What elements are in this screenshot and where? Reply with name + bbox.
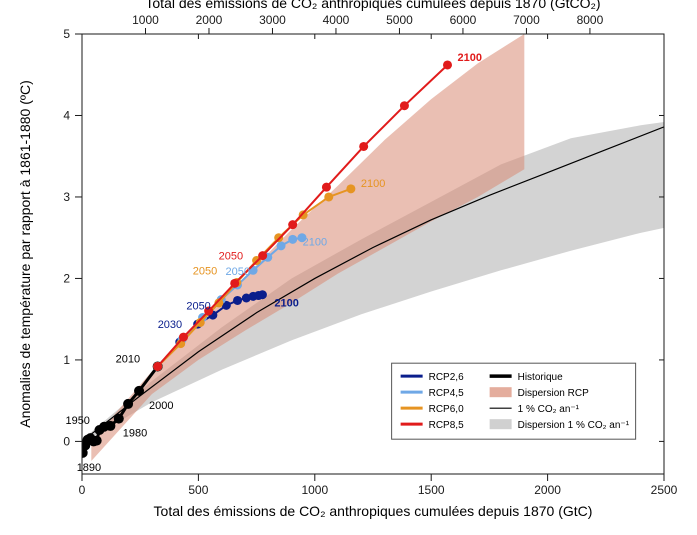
y-tick-label: 4 bbox=[63, 108, 70, 122]
historical-marker bbox=[123, 399, 133, 409]
x-top-label: Total des émissions de CO₂ anthropiques … bbox=[145, 0, 600, 11]
xb-tick-label: 2500 bbox=[651, 483, 678, 497]
rcp26-year-label: 2100 bbox=[274, 298, 298, 310]
historical-marker bbox=[92, 436, 102, 446]
historical-marker bbox=[134, 386, 144, 396]
rcp85-marker bbox=[359, 142, 368, 151]
xt-tick-label: 4000 bbox=[323, 13, 350, 27]
historical-year-label: 1980 bbox=[123, 428, 147, 440]
rcp60-year-label: 2100 bbox=[361, 178, 385, 190]
xb-tick-label: 1500 bbox=[418, 483, 445, 497]
y-tick-label: 2 bbox=[63, 271, 70, 285]
rcp26-year-label: 2030 bbox=[158, 319, 182, 331]
legend-label: Dispersion RCP bbox=[518, 388, 589, 399]
xt-tick-label: 1000 bbox=[132, 13, 159, 27]
historical-year-label: 2000 bbox=[149, 400, 173, 412]
y-tick-label: 1 bbox=[63, 353, 70, 367]
legend-label: RCP2,6 bbox=[429, 372, 464, 383]
xb-tick-label: 1000 bbox=[301, 483, 328, 497]
y-tick-label: 0 bbox=[63, 434, 70, 448]
xb-tick-label: 2000 bbox=[534, 483, 561, 497]
rcp60-year-label: 2050 bbox=[193, 266, 217, 278]
x-bottom-label: Total des émissions de CO₂ anthropiques … bbox=[154, 503, 593, 519]
y-tick-label: 3 bbox=[63, 190, 70, 204]
rcp45-marker bbox=[288, 235, 297, 244]
legend-label: RCP4,5 bbox=[429, 388, 464, 399]
historical-marker bbox=[114, 414, 124, 424]
rcp85-year-label: 2050 bbox=[219, 251, 243, 263]
xt-tick-label: 5000 bbox=[386, 13, 413, 27]
legend-swatch-icon bbox=[490, 387, 512, 397]
rcp60-marker bbox=[324, 192, 333, 201]
rcp85-marker bbox=[322, 183, 331, 192]
rcp85-marker bbox=[288, 220, 297, 229]
rcp85-marker bbox=[258, 251, 267, 260]
rcp85-marker bbox=[230, 279, 239, 288]
historical-year-label: 1950 bbox=[65, 415, 89, 427]
xb-tick-label: 500 bbox=[188, 483, 208, 497]
rcp45-year-label: 2100 bbox=[303, 236, 327, 248]
rcp26-marker bbox=[233, 296, 242, 305]
legend-label: Dispersion 1 % CO₂ an⁻¹ bbox=[518, 420, 630, 431]
rcp45-year-label: 2050 bbox=[226, 266, 250, 278]
legend-label: RCP6,0 bbox=[429, 404, 464, 415]
xt-tick-label: 8000 bbox=[577, 13, 604, 27]
legend: RCP2,6 RCP4,5 RCP6,0 RCP8,5 Historique Disper… bbox=[392, 363, 636, 439]
rcp85-marker bbox=[179, 333, 188, 342]
xt-tick-label: 3000 bbox=[259, 13, 286, 27]
xt-tick-label: 7000 bbox=[513, 13, 540, 27]
chart-svg: 1890195019802000201020302050210020502100… bbox=[0, 0, 697, 535]
rcp26-marker bbox=[258, 290, 267, 299]
rcp60-marker bbox=[346, 184, 355, 193]
rcp85-year-label: 2100 bbox=[457, 52, 481, 64]
y-axis-label: Anomalies de température par rapport à 1… bbox=[17, 80, 33, 428]
rcp85-marker bbox=[443, 60, 452, 69]
legend-label: 1 % CO₂ an⁻¹ bbox=[518, 404, 580, 415]
xb-tick-label: 0 bbox=[79, 483, 86, 497]
historical-marker bbox=[105, 421, 115, 431]
co2-temperature-chart: 1890195019802000201020302050210020502100… bbox=[0, 0, 697, 535]
historical-year-label: 2010 bbox=[116, 353, 140, 365]
y-tick-label: 5 bbox=[63, 27, 70, 41]
rcp45-marker bbox=[277, 241, 286, 250]
legend-label: RCP8,5 bbox=[429, 420, 464, 431]
rcp85-marker bbox=[400, 101, 409, 110]
xt-tick-label: 2000 bbox=[196, 13, 223, 27]
historical-year-label: 1890 bbox=[77, 462, 101, 474]
rcp85-marker bbox=[153, 362, 162, 371]
legend-label: Historique bbox=[518, 372, 563, 383]
legend-swatch-icon bbox=[490, 419, 512, 429]
rcp26-year-label: 2050 bbox=[186, 300, 210, 312]
xt-tick-label: 6000 bbox=[450, 13, 477, 27]
